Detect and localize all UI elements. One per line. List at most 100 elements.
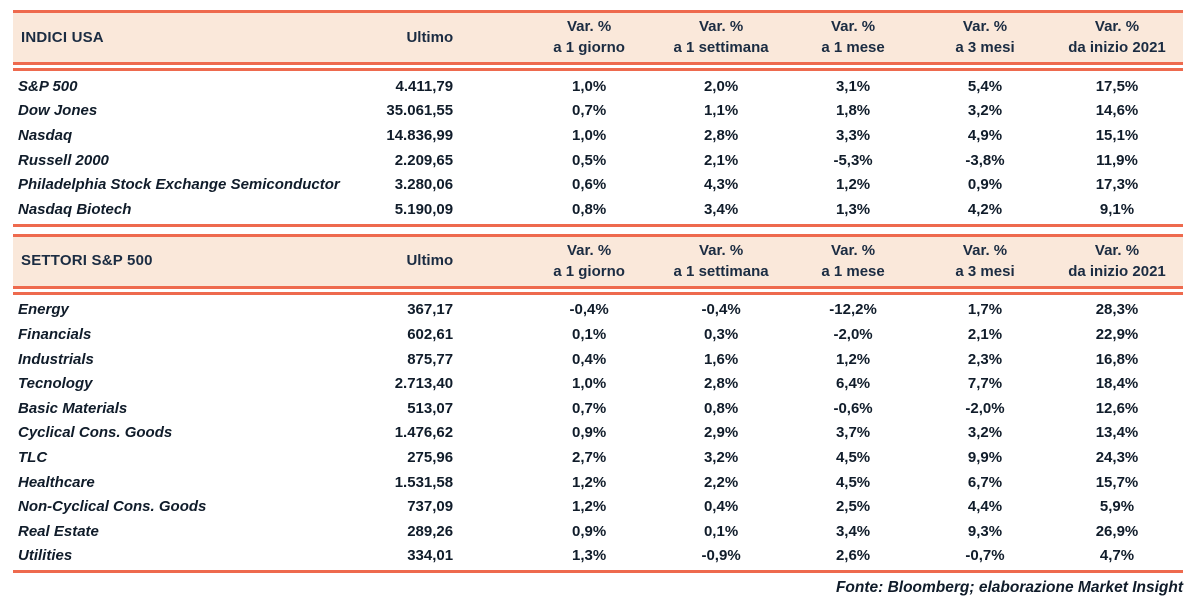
var-value-3: 3,7% (835, 424, 871, 442)
var-value-2: 3,2% (703, 448, 739, 466)
var-header-line1: Var. % (698, 18, 744, 35)
instrument-name: Healthcare (18, 473, 95, 491)
var-value-1: 0,5% (571, 151, 607, 169)
instrument-name: Nasdaq (18, 126, 73, 144)
var-value-4: 9,9% (967, 448, 1003, 466)
var-value-1: 1,2% (571, 473, 607, 491)
instrument-name: TLC (18, 448, 48, 466)
var-value-5: 4,7% (1099, 547, 1135, 565)
ultimo-value: 275,96 (407, 448, 454, 466)
var-value-4: 3,2% (967, 424, 1003, 442)
var-value-2: 1,6% (703, 350, 739, 368)
table-row: Tecnology 2.713,40 1,0% 2,8% 6,4% 7,7% 18,4% (13, 371, 1183, 396)
market-insight-tables: INDICI USA Ultimo Var. % a 1 giorno Var.… (13, 10, 1183, 597)
header-double-rule (13, 68, 1183, 71)
indici-usa-table: INDICI USA Ultimo Var. % a 1 giorno Var.… (13, 10, 1183, 227)
column-header-var-1-giorno: Var. % a 1 giorno (523, 240, 655, 282)
var-header-line1: Var. % (566, 18, 612, 35)
ultimo-value: 737,09 (407, 498, 454, 516)
var-value-5: 15,1% (1095, 126, 1139, 144)
column-header-var-3-mesi: Var. % a 3 mesi (919, 240, 1051, 282)
var-value-1: 0,4% (571, 350, 607, 368)
var-header-line2: da inizio 2021 (1068, 39, 1166, 56)
var-value-1: 1,2% (571, 498, 607, 516)
table-row: Healthcare 1.531,58 1,2% 2,2% 4,5% 6,7% 15,7% (13, 470, 1183, 495)
ultimo-value: 2.209,65 (394, 151, 454, 169)
indici-usa-rows: S&P 500 4.411,79 1,0% 2,0% 3,1% 5,4% 17,5% Dow … (13, 71, 1183, 227)
var-header-line1: Var. % (566, 241, 612, 259)
var-header-line2: a 1 settimana (673, 39, 769, 56)
var-value-5: 18,4% (1095, 375, 1139, 393)
var-header-line2: a 1 mese (821, 262, 885, 280)
var-value-3: 1,3% (835, 200, 871, 218)
table-title-indici-usa: INDICI USA (21, 28, 104, 46)
var-value-4: 2,1% (967, 325, 1003, 343)
instrument-name: Dow Jones (18, 102, 98, 120)
var-header-line1: Var. % (1094, 241, 1140, 259)
var-header-line2: a 3 mesi (955, 39, 1015, 56)
var-value-5: 11,9% (1096, 151, 1138, 169)
var-value-1: -0,4% (569, 301, 609, 319)
var-value-2: 4,3% (703, 176, 739, 194)
ultimo-value: 3.280,06 (394, 176, 454, 194)
var-value-3: 3,4% (835, 522, 871, 540)
ultimo-value: 602,61 (407, 325, 454, 343)
var-value-4: 2,3% (967, 350, 1003, 368)
instrument-name: S&P 500 (18, 77, 78, 95)
table-row: Financials 602,61 0,1% 0,3% -2,0% 2,1% 22,9% (13, 322, 1183, 347)
var-header-line2: a 1 settimana (673, 262, 769, 280)
var-value-4: -2,0% (965, 399, 1005, 417)
var-value-2: 0,8% (703, 399, 739, 417)
column-header-ultimo: Ultimo (406, 252, 454, 270)
var-value-3: -2,0% (833, 325, 873, 343)
var-value-4: 7,7% (967, 375, 1003, 393)
var-value-3: 4,5% (835, 448, 871, 466)
var-value-5: 5,9% (1099, 498, 1135, 516)
var-value-2: 0,1% (703, 522, 739, 540)
ultimo-value: 2.713,40 (394, 375, 454, 393)
var-value-1: 0,1% (571, 325, 607, 343)
var-value-3: -5,3% (833, 151, 873, 169)
column-header-var-1-settimana: Var. % a 1 settimana (655, 240, 787, 282)
ultimo-value: 367,17 (407, 301, 454, 319)
var-value-1: 1,0% (571, 375, 607, 393)
var-value-4: 9,3% (967, 522, 1003, 540)
var-value-2: 2,1% (703, 151, 739, 169)
var-value-5: 26,9% (1095, 522, 1139, 540)
var-value-1: 0,9% (571, 522, 607, 540)
table-row: Cyclical Cons. Goods 1.476,62 0,9% 2,9% 3,7%… (13, 421, 1183, 446)
var-value-5: 13,4% (1095, 424, 1139, 442)
var-value-3: 1,2% (835, 350, 871, 368)
var-header-line1: Var. % (698, 241, 744, 259)
var-value-2: 2,8% (703, 375, 739, 393)
table-row: Basic Materials 513,07 0,7% 0,8% -0,6% -2,0% 1… (13, 396, 1183, 421)
table-row: Russell 2000 2.209,65 0,5% 2,1% -5,3% -3,8% 11… (13, 148, 1183, 173)
var-header-line2: a 1 mese (821, 39, 885, 56)
var-value-1: 1,0% (571, 126, 607, 144)
var-value-5: 14,6% (1095, 102, 1139, 120)
column-header-var-1-giorno: Var. % a 1 giorno (523, 16, 655, 58)
var-header-line1: Var. % (1094, 18, 1140, 35)
var-value-2: 2,8% (703, 126, 739, 144)
instrument-name: Financials (18, 325, 92, 343)
settori-sp500-rows: Energy 367,17 -0,4% -0,4% -12,2% 1,7% 28,3% Fin… (13, 295, 1183, 574)
var-value-4: 4,2% (967, 200, 1003, 218)
var-value-5: 16,8% (1095, 350, 1139, 368)
source-note: Fonte: Bloomberg; elaborazione Market In… (835, 579, 1183, 597)
var-value-1: 0,9% (571, 424, 607, 442)
instrument-name: Philadelphia Stock Exchange Semiconducto… (18, 176, 340, 194)
var-value-3: 1,2% (835, 176, 871, 194)
column-header-var-1-settimana: Var. % a 1 settimana (655, 16, 787, 58)
table-row: Dow Jones 35.061,55 0,7% 1,1% 1,8% 3,2% 14,6% (13, 99, 1183, 124)
var-value-1: 2,7% (571, 448, 607, 466)
instrument-name: Russell 2000 (18, 151, 109, 169)
table-row: Utilities 334,01 1,3% -0,9% 2,6% -0,7% 4,7% (13, 544, 1183, 569)
instrument-name: Utilities (18, 547, 73, 565)
var-value-5: 17,3% (1095, 176, 1139, 194)
var-value-4: 6,7% (967, 473, 1003, 491)
var-value-1: 1,0% (571, 77, 607, 95)
var-value-2: 0,4% (703, 498, 739, 516)
var-value-5: 22,9% (1095, 325, 1139, 343)
instrument-name: Energy (18, 301, 69, 319)
table-row: Real Estate 289,26 0,9% 0,1% 3,4% 9,3% 26,9% (13, 519, 1183, 544)
